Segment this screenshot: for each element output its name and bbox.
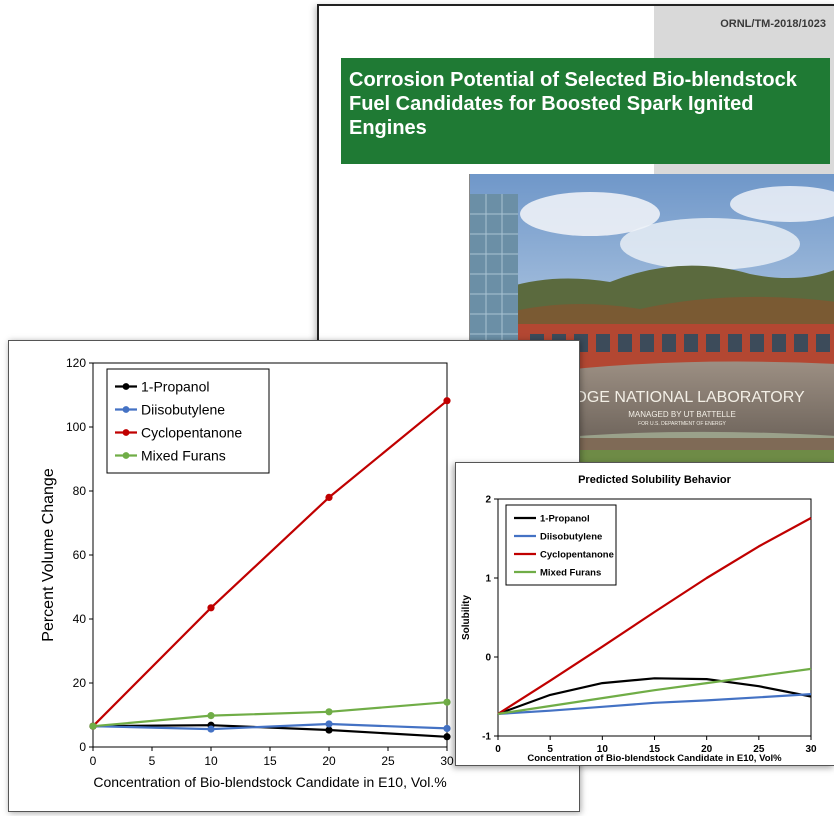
inset-legend-label: Diisobutylene — [540, 531, 602, 542]
sign-subtext-2: FOR U.S. DEPARTMENT OF ENERGY — [638, 421, 726, 427]
main-y-tick-label: 100 — [66, 420, 86, 434]
inset-y-tick-label: 0 — [485, 653, 491, 664]
main-data-point — [89, 722, 97, 730]
main-x-tick-label: 10 — [204, 754, 218, 768]
inset-x-axis-label: Concentration of Bio-blendstock Candidat… — [527, 753, 782, 764]
main-x-axis-label: Concentration of Bio-blendstock Candidat… — [93, 774, 446, 790]
main-series-line — [92, 701, 448, 728]
solubility-chart: Predicted Solubility Behavior -1 0 1 2 0 5 10 15… — [455, 462, 834, 766]
main-x-tick-label: 20 — [322, 754, 336, 768]
sign-text: RIDGE NATIONAL LABORATORY — [559, 389, 805, 406]
inset-x-tick-label: 30 — [805, 744, 817, 755]
main-x-tick-label: 0 — [90, 754, 97, 768]
main-data-point — [325, 720, 333, 728]
main-series-line — [92, 399, 448, 727]
main-data-point — [325, 708, 333, 716]
cover-title-box: Corrosion Potential of Selected Bio-blen… — [341, 58, 830, 164]
main-x-tick-label: 15 — [263, 754, 277, 768]
main-x-tick-label: 25 — [381, 754, 395, 768]
inset-series-line — [497, 667, 812, 715]
inset-y-tick-label: 1 — [485, 574, 491, 585]
main-y-tick-label: 20 — [73, 676, 87, 690]
inset-chart-title: Predicted Solubility Behavior — [578, 474, 732, 486]
main-legend-label: 1-Propanol — [141, 378, 210, 394]
main-y-tick-label: 120 — [66, 356, 86, 370]
main-legend-label: Diisobutylene — [141, 401, 225, 417]
inset-x-tick-label: 0 — [495, 744, 501, 755]
inset-x-tick-label: 5 — [547, 744, 553, 755]
main-legend-marker — [122, 452, 130, 459]
inset-series-line — [497, 677, 812, 715]
inset-series-line — [497, 517, 812, 715]
inset-legend-label: Mixed Furans — [540, 567, 601, 578]
main-x-tick-label: 30 — [440, 754, 454, 768]
main-data-point — [443, 733, 451, 741]
main-data-point — [207, 725, 215, 733]
inset-x-tick-label: 20 — [701, 744, 713, 755]
main-y-tick-label: 40 — [73, 612, 87, 626]
cover-title: Corrosion Potential of Selected Bio-blen… — [349, 69, 797, 139]
main-legend-marker — [122, 383, 130, 390]
report-number: ORNL/TM-2018/1023 — [720, 18, 826, 30]
main-data-point — [443, 397, 451, 405]
main-y-tick-label: 0 — [79, 740, 86, 754]
main-y-tick-label: 60 — [73, 548, 87, 562]
main-data-point — [443, 698, 451, 706]
main-data-point — [207, 712, 215, 720]
main-legend-marker — [122, 429, 130, 436]
main-data-point — [443, 724, 451, 733]
main-x-tick-label: 5 — [149, 754, 156, 768]
inset-legend-label: 1-Propanol — [540, 513, 590, 524]
inset-x-tick-label: 25 — [753, 744, 765, 755]
volume-change-chart-svg: 0 20 40 60 80 100 120 0 5 10 15 20 25 30 Concentration… — [40, 356, 454, 790]
main-y-axis-label: Percent Volume Change — [40, 468, 57, 642]
inset-x-tick-label: 10 — [597, 744, 609, 755]
main-y-tick-label: 80 — [73, 484, 87, 498]
sign-subtext: MANAGED BY UT BATTELLE — [628, 410, 736, 419]
main-data-point — [325, 726, 333, 734]
inset-legend-label: Cyclopentanone — [540, 549, 614, 560]
inset-series-line — [497, 693, 812, 715]
inset-y-tick-label: -1 — [482, 732, 491, 743]
main-data-point — [325, 493, 333, 501]
main-series-line — [92, 722, 448, 731]
inset-x-tick-label: 15 — [649, 744, 661, 755]
main-legend-label: Mixed Furans — [141, 447, 226, 463]
main-legend-marker — [122, 406, 130, 413]
main-legend-label: Cyclopentanone — [141, 424, 242, 440]
inset-y-axis-label: Solubility — [461, 595, 472, 640]
inset-y-tick-label: 2 — [485, 495, 491, 506]
main-data-point — [207, 604, 215, 612]
